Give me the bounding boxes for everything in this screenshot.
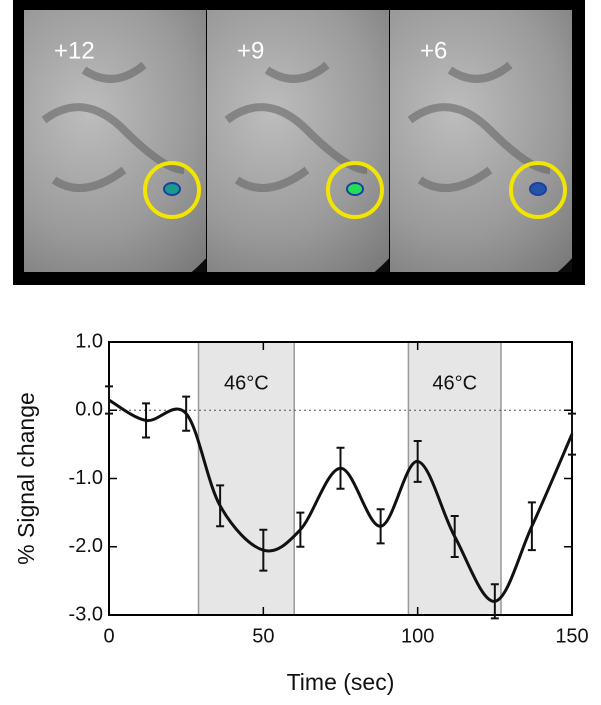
error-bar [490,583,499,620]
stimulus-region [198,342,295,615]
x-tick-label: 0 [103,625,114,647]
y-tick-label: 0.0 [75,399,103,421]
error-bar [182,395,191,432]
roi-circle [326,161,384,219]
sulcus [407,61,551,192]
activation [529,182,547,196]
error-bar [336,446,345,490]
error-bar [376,508,385,545]
x-tick-label: 150 [555,625,588,647]
brain [207,10,389,272]
error-bar [450,515,459,558]
roi-circle [509,161,567,219]
y-tick-label: 1.0 [75,330,103,352]
error-bar [105,385,113,415]
error-bar [142,402,151,439]
error-bar [259,528,268,572]
activation [346,182,364,196]
y-tick-label: -1.0 [69,467,103,489]
error-bar [527,501,536,552]
error-bar [296,511,305,548]
y-tick-label: -2.0 [69,535,103,557]
activation [163,182,181,196]
roi-circle [143,161,201,219]
brain-slice: +9 [207,10,389,272]
error-bar [216,484,225,528]
brain [390,10,572,272]
annotation: 46°C [432,372,477,394]
y-axis-label: % Signal change [13,392,39,565]
brain-slice: +12 [24,10,206,272]
x-axis-label: Time (sec) [287,669,395,695]
stimulus-region [408,342,502,615]
panel-label: +12 [54,37,95,64]
brain [24,10,206,272]
plot-frame [108,341,573,616]
panel-label: +6 [420,37,447,64]
annotation: 46°C [224,372,269,394]
sulcus [224,61,368,192]
x-tick-label: 50 [252,625,274,647]
brain-slice: +6 [390,10,572,272]
signal-line [108,398,574,603]
error-bar [568,412,576,456]
error-bar [413,439,422,483]
panel-label: +9 [237,37,264,64]
sulcus [41,61,185,192]
x-tick-label: 100 [401,625,434,647]
y-tick-label: -3.0 [69,603,103,625]
